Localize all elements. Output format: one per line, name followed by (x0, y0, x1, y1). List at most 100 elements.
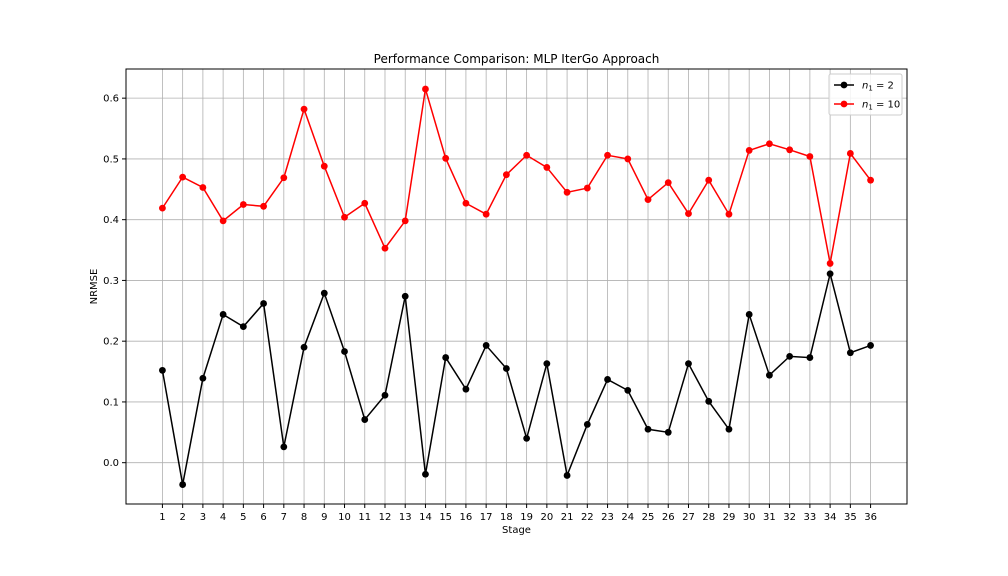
data-point (341, 348, 348, 355)
data-point (563, 188, 571, 196)
x-axis-ticks: 1 2 3 4 5 6 7 8 9 10 11 12 13 14 15 16 17 18 19 20 21 22 23 24 2… (159, 504, 877, 523)
data-point (260, 202, 267, 210)
data-point (644, 425, 652, 433)
data-point (442, 354, 450, 361)
x-tick-label: 18 (500, 512, 513, 523)
y-axis-ticks: 0.0 0.1 0.2 0.3 0.4 0.5 0.6 (103, 94, 126, 469)
data-point (685, 210, 692, 217)
data-point (523, 434, 531, 442)
data-point (300, 343, 308, 351)
legend-label: n1 = 2 (862, 81, 894, 93)
data-point (563, 472, 571, 479)
data-point (826, 270, 834, 278)
data-point (806, 153, 814, 160)
data-point (179, 173, 187, 181)
data-point (583, 184, 591, 192)
legend-marker (840, 100, 848, 108)
legend-entries: n1 = 2 n1 = 10 (834, 81, 900, 112)
data-point (745, 311, 753, 318)
data-point (806, 354, 814, 361)
data-point (482, 342, 490, 349)
x-tick-label: 19 (520, 512, 533, 523)
data-point (199, 374, 207, 382)
data-point (199, 184, 207, 191)
x-tick-label: 35 (844, 512, 857, 523)
series-layer (159, 85, 874, 488)
data-point (624, 386, 632, 394)
data-point (745, 147, 753, 154)
x-tick-label: 22 (581, 512, 594, 523)
data-point (482, 210, 490, 218)
x-tick-label: 5 (240, 512, 246, 523)
data-point (401, 217, 409, 225)
x-tick-label: 15 (439, 512, 452, 523)
x-tick-label: 3 (200, 512, 206, 523)
x-tick-label: 29 (723, 512, 736, 523)
data-point (583, 421, 591, 428)
data-point (422, 85, 429, 93)
y-tick-label: 0.4 (103, 215, 119, 226)
data-point (219, 217, 227, 225)
x-tick-label: 28 (702, 512, 715, 523)
data-point (826, 260, 834, 267)
x-tick-label: 30 (743, 512, 756, 523)
series-line (161, 273, 871, 485)
x-tick-label: 6 (260, 512, 266, 523)
data-point (422, 470, 429, 478)
y-tick-label: 0.5 (103, 154, 119, 165)
data-point (705, 397, 713, 405)
x-tick-label: 12 (379, 512, 392, 523)
data-point (604, 376, 611, 383)
data-point (381, 244, 389, 252)
data-point (239, 201, 247, 208)
data-point (361, 416, 369, 423)
data-point (664, 428, 672, 436)
legend-marker (840, 81, 848, 89)
y-tick-label: 0.1 (103, 397, 119, 408)
data-point (442, 154, 450, 162)
x-axis-label: Stage (502, 525, 531, 536)
x-tick-label: 31 (763, 512, 776, 523)
data-point (462, 199, 470, 207)
legend-entry: n1 = 2 (834, 81, 894, 93)
x-tick-label: 4 (220, 512, 226, 523)
series-2 (159, 85, 874, 267)
x-tick-label: 36 (864, 512, 877, 523)
data-point (300, 105, 308, 113)
x-tick-label: 25 (642, 512, 655, 523)
data-point (644, 196, 652, 204)
series-line (161, 88, 872, 264)
data-point (401, 292, 409, 300)
data-point (766, 140, 773, 148)
data-point (260, 300, 267, 307)
x-tick-label: 9 (321, 512, 327, 523)
y-tick-label: 0.3 (103, 276, 119, 287)
data-point (664, 179, 672, 187)
data-point (705, 176, 713, 184)
data-point (502, 365, 510, 372)
data-point (280, 443, 288, 451)
data-point (381, 391, 389, 399)
x-tick-label: 27 (682, 512, 695, 523)
x-tick-label: 23 (601, 512, 614, 523)
legend: n1 = 2 n1 = 10 (828, 73, 903, 116)
data-point (786, 146, 794, 154)
y-tick-label: 0.2 (103, 337, 119, 348)
x-tick-label: 7 (281, 512, 287, 523)
x-tick-label: 11 (358, 512, 371, 523)
x-tick-label: 17 (480, 512, 493, 523)
data-point (725, 425, 733, 433)
grid (126, 69, 907, 504)
data-point (725, 210, 733, 218)
x-tick-label: 26 (662, 512, 675, 523)
x-tick-label: 10 (338, 512, 351, 523)
data-point (867, 176, 874, 184)
data-point (361, 199, 369, 207)
x-tick-label: 14 (419, 512, 432, 523)
data-point (159, 366, 166, 374)
data-point (766, 371, 773, 379)
data-point (685, 360, 692, 368)
data-point (846, 150, 854, 157)
data-point (159, 204, 166, 212)
